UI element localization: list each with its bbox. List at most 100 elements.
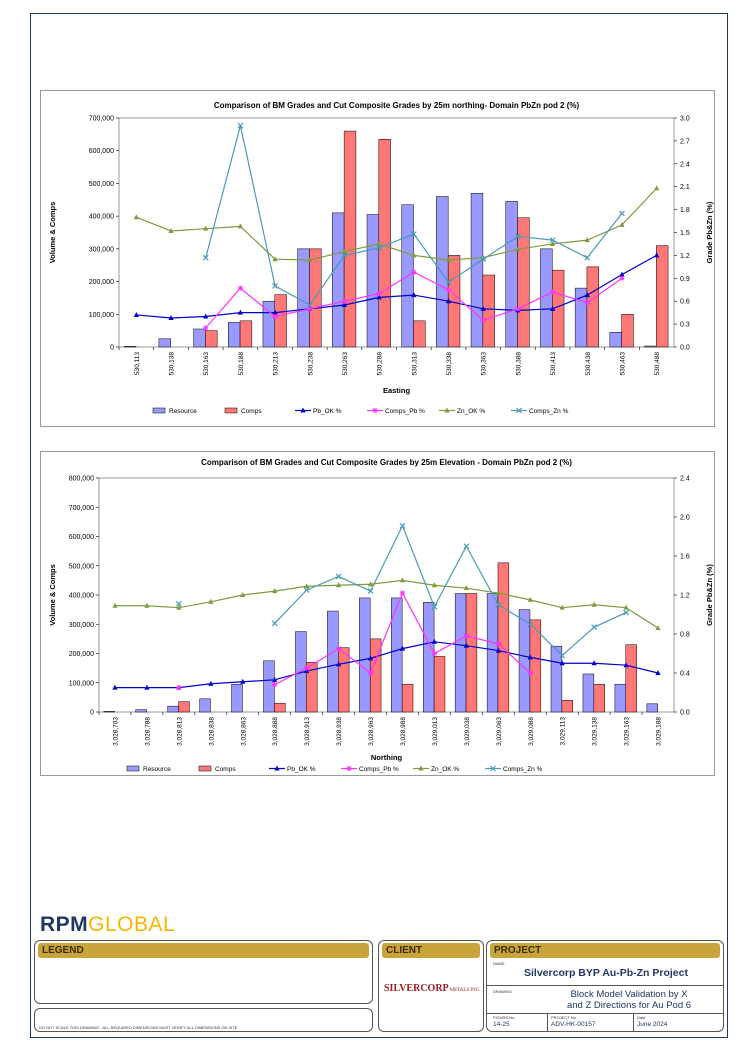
page-frame xyxy=(30,13,728,1038)
series-point xyxy=(495,590,501,596)
bar-resource xyxy=(103,711,115,713)
bar-resource xyxy=(366,214,380,348)
series-point xyxy=(584,237,590,243)
bar-comps xyxy=(529,619,542,713)
x-tick-label: 3,029,088 xyxy=(528,717,535,746)
bar-comps xyxy=(239,320,253,348)
legend-label: Zn_OK % xyxy=(431,766,459,773)
series-point xyxy=(515,246,521,252)
x-tick-label: 3,028,913 xyxy=(304,717,311,746)
series-point xyxy=(336,646,342,652)
project-box: PROJECT NAME Silvercorp BYP Au-Pb-Zn Pro… xyxy=(486,940,724,1032)
series-point xyxy=(445,298,452,304)
series-point xyxy=(176,604,182,610)
date-label: Date xyxy=(637,1015,646,1020)
series-point xyxy=(376,240,382,246)
bar-comps xyxy=(378,139,391,348)
series-point xyxy=(376,291,382,297)
bar-resource xyxy=(422,602,435,713)
x-tick-label: 530,238 xyxy=(307,352,314,376)
series-point xyxy=(237,122,244,129)
bar-comps xyxy=(561,700,573,713)
x-tick-label: 530,338 xyxy=(446,352,453,376)
bar-comps xyxy=(656,245,669,348)
date-value: June 2024 xyxy=(637,1021,668,1028)
y2-tick-label: 0.6 xyxy=(680,299,690,306)
series-point xyxy=(480,317,486,323)
series-point xyxy=(623,609,630,616)
legend-marker xyxy=(346,766,352,771)
bar-resource xyxy=(193,328,206,348)
x-tick-label: 3,029,038 xyxy=(464,717,471,746)
series-point xyxy=(367,588,374,595)
drawing-title-line1: Block Model Validation by X xyxy=(570,989,688,1000)
divider xyxy=(487,1013,723,1014)
bar-resource xyxy=(332,212,345,348)
series-point xyxy=(271,620,278,627)
bar-resource xyxy=(644,345,657,348)
series-point xyxy=(304,583,310,589)
bar-comps xyxy=(625,644,637,713)
x-tick-label: 3,028,813 xyxy=(176,717,183,746)
series-point xyxy=(654,185,660,191)
y2-tick-label: 1.2 xyxy=(680,253,690,260)
y2-tick-label: 0.3 xyxy=(680,322,690,329)
name-label: NAME xyxy=(493,961,505,966)
bar-resource xyxy=(359,597,371,713)
series-point xyxy=(202,254,209,261)
series-point xyxy=(527,621,534,628)
series-point xyxy=(237,309,244,315)
series-point xyxy=(237,223,244,229)
x-tick-label: 3,029,113 xyxy=(560,717,567,746)
series-point xyxy=(272,676,278,682)
legend-marker xyxy=(490,765,496,772)
project-no-value: ADV-HK-00157 xyxy=(551,1021,596,1028)
series-point xyxy=(341,298,347,304)
x-tick-label: 3,028,788 xyxy=(144,717,151,746)
series-point xyxy=(445,279,452,286)
chart-elevation-svg: Comparison of BM Grades and Cut Composit… xyxy=(48,458,714,773)
series-point xyxy=(623,662,629,668)
x-tick-label: 3,028,888 xyxy=(272,717,279,746)
x-tick-label: 3,029,163 xyxy=(624,717,631,746)
series-point xyxy=(527,654,533,660)
series-line-comps-zn- xyxy=(274,524,627,657)
series-point xyxy=(549,237,556,244)
drawing-label: DRAWING xyxy=(493,989,513,994)
series-point xyxy=(272,309,278,315)
bar-resource xyxy=(228,322,241,348)
legend-label: Resource xyxy=(169,408,197,415)
y2-tick-label: 0.8 xyxy=(680,632,690,639)
figure-value: 14-25 xyxy=(493,1021,510,1028)
series-point xyxy=(619,221,625,227)
x-tick-label: 530,363 xyxy=(481,352,488,376)
bar-resource xyxy=(436,196,449,348)
series-point xyxy=(307,306,313,312)
y-axis-title: Volume & Comps xyxy=(48,564,57,626)
x-axis-title: Easting xyxy=(383,386,411,395)
drawing-title-line2: and Z Directions for Au Pod 6 xyxy=(566,1000,692,1011)
x-tick-label: 530,488 xyxy=(654,352,661,376)
y-tick-label: 400,000 xyxy=(69,593,94,600)
bar-resource xyxy=(123,346,137,348)
x-tick-label: 530,138 xyxy=(169,352,176,376)
series-point xyxy=(133,214,139,220)
series-point xyxy=(341,252,348,259)
bar-resource xyxy=(550,645,563,713)
bar-resource xyxy=(327,610,339,713)
x-tick-label: 3,028,703 xyxy=(112,717,119,746)
legend-box: LEGEND xyxy=(34,940,373,1004)
note-box: DO NOT SCALE THIS DRAWING - ALL REQUIRED… xyxy=(34,1008,373,1032)
series-point xyxy=(272,283,279,289)
y-tick-label: 700,000 xyxy=(69,505,94,512)
x-tick-label: 3,028,988 xyxy=(400,717,407,746)
series-point xyxy=(411,269,417,275)
logo-rpm-text: RPM xyxy=(40,913,89,936)
project-name: Silvercorp BYP Au-Pb-Zn Project xyxy=(524,967,688,979)
series-point xyxy=(304,665,310,671)
scale-note: DO NOT SCALE THIS DRAWING - ALL REQUIRED… xyxy=(39,1025,238,1030)
series-point xyxy=(619,275,625,281)
legend-header: LEGEND xyxy=(38,943,369,958)
y-tick-label: 800,000 xyxy=(69,476,94,483)
